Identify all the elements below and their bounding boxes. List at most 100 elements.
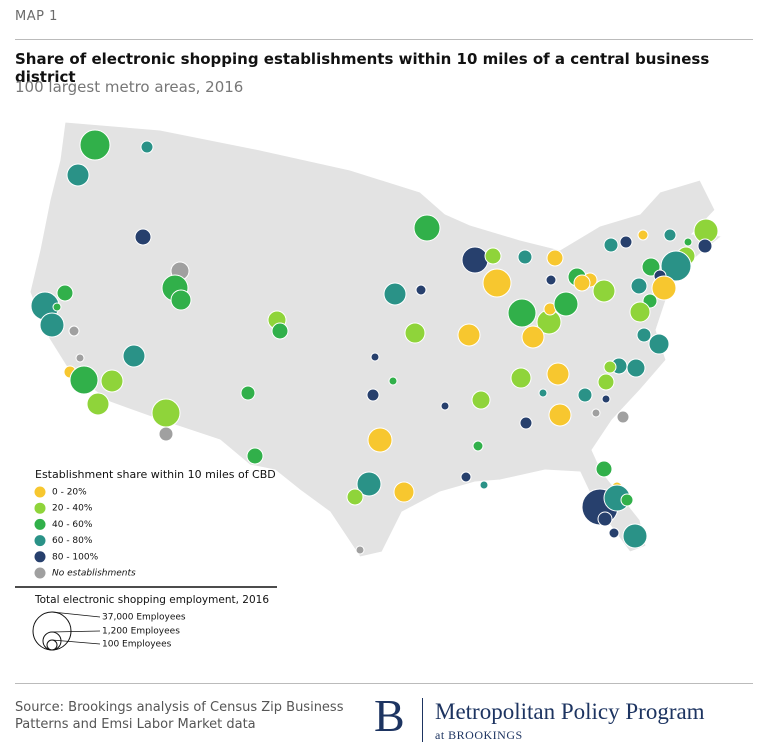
metro-bubble — [608, 527, 620, 539]
metro-bubble — [603, 237, 619, 253]
leader — [51, 630, 101, 633]
size-swatch — [42, 631, 62, 651]
metro-bubble — [68, 325, 80, 337]
metro-bubble — [629, 301, 651, 323]
metro-bubble — [404, 322, 426, 344]
metro-bubble — [683, 237, 693, 247]
metro-bubble — [651, 275, 677, 301]
metro-bubble — [507, 298, 537, 328]
metro-bubble — [461, 246, 489, 274]
metro-bubble — [603, 360, 617, 374]
metro-bubble — [366, 388, 380, 402]
metro-bubble — [356, 471, 382, 497]
metro-bubble — [460, 471, 472, 483]
metro-bubble — [86, 392, 110, 416]
metro-bubble — [134, 228, 152, 246]
metro-bubble — [510, 367, 532, 389]
legend-swatch — [34, 567, 46, 579]
legend-swatch — [34, 551, 46, 563]
metro-bubble — [355, 545, 365, 555]
source: Source: Brookings analysis of Census Zip… — [15, 700, 344, 732]
legend-label: 40 - 60% — [52, 520, 93, 530]
legend-label: 0 - 20% — [52, 488, 87, 498]
metro-bubble — [663, 228, 677, 242]
metro-bubble — [75, 353, 85, 363]
metro-bubble — [517, 249, 533, 265]
metro-bubble — [597, 511, 613, 527]
metro-bubble — [158, 426, 174, 442]
rule — [15, 39, 753, 40]
legend-swatch — [34, 535, 46, 547]
metro-bubble — [545, 274, 557, 286]
metro-bubble — [484, 247, 502, 265]
metro-bubble — [697, 238, 713, 254]
legend-swatch — [34, 502, 46, 514]
metro-bubble — [538, 388, 548, 398]
metro-bubble — [601, 394, 611, 404]
metro-bubble — [415, 284, 427, 296]
logo-subtitle: at BROOKINGS — [435, 728, 523, 742]
metro-bubble — [370, 352, 380, 362]
logo-title: Metropolitan Policy Program — [435, 699, 705, 724]
metro-bubble — [471, 390, 491, 410]
metro-bubble — [240, 385, 256, 401]
metro-bubble — [56, 284, 74, 302]
metro-bubble — [388, 376, 398, 386]
legend-title: Establishment share within 10 miles of C… — [35, 468, 276, 481]
metro-bubble — [39, 312, 65, 338]
metro-bubble — [170, 289, 192, 311]
metro-bubble — [151, 398, 181, 428]
metro-bubble — [577, 387, 593, 403]
metro-bubble — [573, 274, 591, 292]
metro-bubble — [69, 365, 99, 395]
metro-bubble — [440, 401, 450, 411]
metro-bubble — [346, 488, 364, 506]
logo-divider — [422, 698, 423, 742]
metro-bubble — [548, 403, 572, 427]
size-legend-title: Total electronic shopping employment, 20… — [34, 594, 269, 606]
legend-label: No establishments — [52, 569, 136, 579]
metro-bubble — [472, 440, 484, 452]
metro-bubble — [592, 279, 616, 303]
leader — [51, 611, 101, 618]
metro-bubble — [52, 302, 62, 312]
metro-bubble — [521, 325, 545, 349]
legend-swatch — [34, 486, 46, 498]
metro-bubble — [246, 447, 264, 465]
metro-bubble — [622, 523, 648, 549]
map: Establishment share within 10 miles of C… — [15, 121, 724, 651]
metro-bubble — [597, 373, 615, 391]
metro-bubble — [79, 129, 111, 161]
title: Share of electronic shopping establishme… — [15, 50, 710, 86]
metro-bubble — [648, 333, 670, 355]
metro-bubble — [519, 416, 533, 430]
size-label: 37,000 Employees — [102, 613, 186, 623]
rule — [15, 683, 753, 684]
metro-bubble — [457, 323, 481, 347]
us-outline — [29, 121, 724, 558]
metro-bubble — [660, 250, 692, 282]
metro-bubble — [393, 481, 415, 503]
map-label: MAP 1 — [15, 9, 58, 24]
subtitle: 100 largest metro areas, 2016 — [15, 78, 244, 96]
size-swatch — [32, 611, 72, 651]
metro-bubble — [620, 493, 634, 507]
metro-bubble — [595, 460, 613, 478]
size-swatch — [46, 639, 58, 651]
metro-bubble — [546, 362, 570, 386]
metro-bubble — [271, 322, 289, 340]
metro-bubble — [626, 358, 646, 378]
leader — [51, 639, 101, 645]
metro-bubble — [591, 408, 601, 418]
metro-bubble — [636, 327, 652, 343]
metro-bubble — [546, 249, 564, 267]
metro-bubble — [482, 268, 512, 298]
metro-bubble — [630, 277, 648, 295]
metro-bubble — [122, 344, 146, 368]
metro-bubble — [637, 229, 649, 241]
legend-label: 80 - 100% — [52, 552, 99, 562]
metro-bubble — [619, 235, 633, 249]
size-label: 100 Employees — [102, 640, 172, 650]
legend-label: 20 - 40% — [52, 504, 93, 514]
